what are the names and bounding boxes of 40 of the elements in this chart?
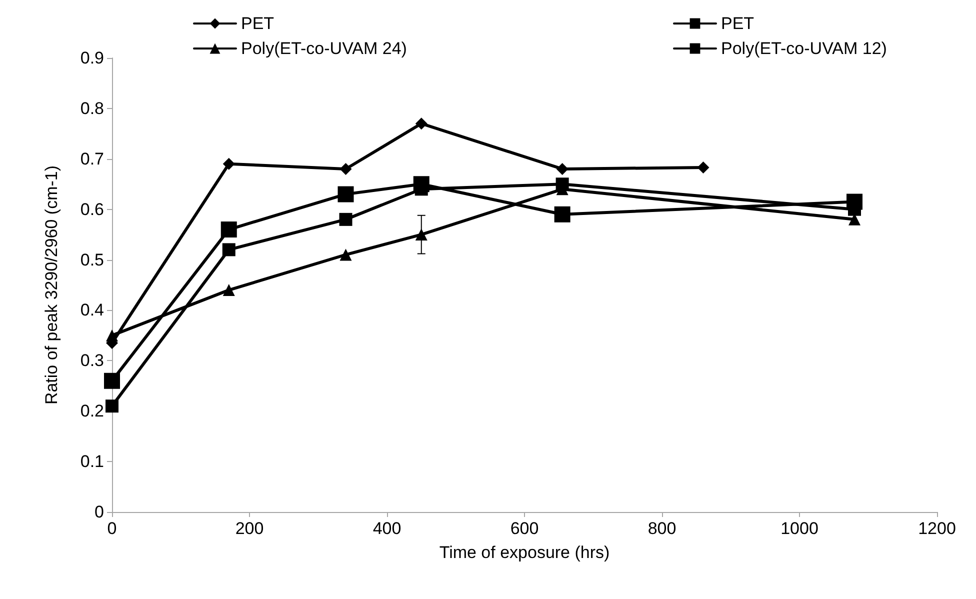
legend-label: Poly(ET-co-UVAM 12): [721, 39, 887, 58]
y-tick-label: 0.5: [80, 250, 104, 270]
x-tick-label: 0: [107, 519, 117, 538]
point: [222, 158, 235, 170]
point: [415, 228, 428, 241]
y-tick-label: 0: [94, 502, 104, 522]
point: [222, 284, 235, 296]
y-axis-title: Ratio of peak 3290/2960 (cm-1): [42, 165, 61, 405]
y-tick-label: 0.1: [80, 452, 104, 472]
point: [106, 400, 118, 413]
y-tick-label: 0.3: [80, 351, 104, 370]
legend-label: PET: [721, 14, 754, 33]
x-axis-title: Time of exposure (hrs): [439, 543, 610, 562]
point: [220, 222, 237, 238]
legend-label: PET: [241, 14, 274, 33]
point: [697, 161, 710, 174]
x-tick-label: 1000: [780, 519, 818, 538]
point: [556, 162, 568, 175]
point: [339, 212, 352, 226]
x-tick-label: 400: [372, 519, 402, 538]
y-tick-label: 0.9: [80, 48, 104, 68]
x-tick-label: 800: [648, 519, 676, 538]
legend-label: Poly(ET-co-UVAM 24): [241, 39, 407, 58]
point: [106, 329, 118, 342]
point: [222, 243, 236, 256]
point: [338, 186, 354, 202]
y-tick-label: 0.8: [80, 98, 104, 118]
x-tick-label: 600: [510, 519, 539, 538]
point: [554, 206, 570, 222]
point: [104, 372, 120, 389]
x-tick-label: 1200: [918, 519, 956, 538]
y-tick-label: 0.7: [80, 149, 104, 168]
point: [556, 178, 569, 191]
x-tick-label: 200: [235, 519, 264, 538]
point: [340, 162, 352, 175]
y-tick-label: 0.4: [80, 300, 104, 320]
point: [340, 248, 352, 261]
point: [415, 118, 428, 130]
y-tick-label: 0.2: [80, 402, 104, 421]
y-tick-label: 0.6: [80, 200, 104, 219]
